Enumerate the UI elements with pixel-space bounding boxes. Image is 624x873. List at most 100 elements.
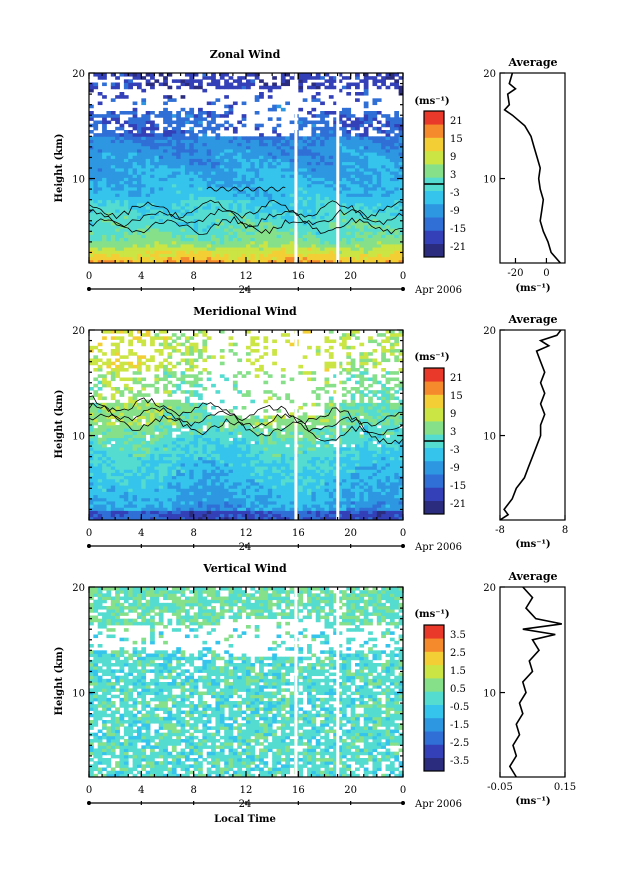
- heatmap-cell: [193, 149, 199, 153]
- heatmap-cell: [324, 234, 330, 239]
- heatmap-cell: [341, 475, 347, 480]
- heatmap-cell: [259, 174, 264, 178]
- heatmap-cell: [346, 199, 352, 204]
- heatmap-cell: [189, 136, 195, 140]
- heatmap-cell: [123, 145, 129, 150]
- heatmap-cell: [324, 491, 330, 496]
- heatmap-cell: [259, 485, 264, 489]
- heatmap-cell: [93, 501, 99, 505]
- heatmap-cell: [385, 164, 391, 169]
- heatmap-cell: [302, 475, 308, 480]
- heatmap-cell: [385, 256, 391, 261]
- heatmap-cell: [193, 183, 199, 188]
- heatmap-cell: [372, 240, 378, 245]
- heatmap-cell: [184, 120, 190, 125]
- heatmap-cell: [198, 187, 203, 191]
- heatmap-cell: [389, 247, 395, 251]
- heatmap-cell: [132, 139, 138, 144]
- heatmap-cell: [315, 161, 321, 166]
- heatmap-cell: [110, 139, 116, 144]
- heatmap-cell: [145, 133, 151, 137]
- heatmap-cell: [198, 463, 203, 467]
- heatmap-cell: [341, 183, 347, 188]
- heatmap-cell: [150, 168, 155, 172]
- heatmap-cell: [145, 212, 151, 216]
- heatmap-cell: [106, 516, 112, 521]
- heatmap-cell: [328, 469, 334, 473]
- heatmap-cell: [167, 158, 173, 163]
- heatmap-cell: [368, 117, 373, 121]
- heatmap-cell: [337, 240, 343, 245]
- heatmap-cell: [280, 174, 286, 178]
- heatmap-cell: [372, 244, 378, 248]
- heatmap-cell: [145, 501, 151, 505]
- heatmap-cell: [158, 139, 164, 144]
- heatmap-cell: [128, 491, 134, 496]
- colorbar-swatch: [424, 111, 444, 125]
- heatmap-cell: [263, 482, 269, 486]
- heatmap-cell: [368, 510, 373, 515]
- heatmap-cell: [176, 155, 181, 159]
- heatmap-cell: [250, 478, 256, 483]
- heatmap-cell: [250, 212, 256, 216]
- heatmap-cell: [372, 168, 378, 172]
- colorbar-tick-label: -3: [450, 188, 460, 199]
- heatmap-cell: [158, 494, 164, 499]
- heatmap-cell: [237, 250, 243, 254]
- heatmap-cell: [259, 253, 264, 258]
- heatmap-cell: [224, 231, 229, 235]
- heatmap-cell: [285, 158, 291, 163]
- heatmap-cell: [193, 136, 199, 140]
- heatmap-cell: [215, 149, 221, 153]
- heatmap-cell: [254, 501, 260, 505]
- heatmap-cell: [202, 215, 208, 220]
- heatmap-cell: [202, 149, 208, 153]
- heatmap-cell: [180, 516, 186, 521]
- heatmap-cell: [302, 76, 308, 80]
- heatmap-cell: [341, 221, 347, 226]
- heatmap-cell: [171, 482, 177, 486]
- heatmap-cell: [232, 130, 238, 134]
- heatmap-cell: [368, 114, 373, 118]
- heatmap-cell: [398, 256, 404, 261]
- heatmap-cell: [202, 497, 208, 502]
- heatmap-cell: [193, 469, 199, 473]
- heatmap-cell: [232, 149, 238, 153]
- heatmap-cell: [341, 120, 347, 125]
- heatmap-cell: [267, 459, 273, 464]
- heatmap-cell: [136, 196, 142, 201]
- heatmap-cell: [389, 171, 395, 175]
- heatmap-cell: [272, 164, 277, 169]
- heatmap-cell: [184, 221, 190, 226]
- heatmap-cell: [102, 459, 107, 464]
- heatmap-cell: [368, 142, 373, 147]
- heatmap-cell: [320, 463, 325, 467]
- heatmap-cell: [224, 497, 229, 502]
- heatmap-cell: [189, 199, 195, 204]
- heatmap-cell: [363, 469, 369, 473]
- heatmap-cell: [259, 171, 264, 175]
- heatmap-cell: [363, 472, 369, 477]
- heatmap-cell: [267, 247, 273, 251]
- heatmap-cell: [189, 478, 195, 483]
- heatmap-cell: [163, 139, 168, 144]
- heatmap-cell: [280, 494, 286, 499]
- heatmap-cell: [315, 221, 321, 226]
- heatmap-cell: [368, 259, 373, 264]
- heatmap-cell: [180, 234, 186, 239]
- heatmap-cell: [136, 250, 142, 254]
- heatmap-cell: [398, 510, 404, 515]
- heatmap-cell: [350, 485, 356, 489]
- heatmap-cell: [246, 491, 251, 496]
- heatmap-cell: [110, 187, 116, 191]
- heatmap-cell: [123, 485, 129, 489]
- heatmap-cell: [263, 158, 269, 163]
- heatmap-cell: [389, 485, 395, 489]
- heatmap-cell: [311, 491, 317, 496]
- heatmap-cell: [167, 237, 173, 242]
- heatmap-cell: [198, 158, 203, 163]
- heatmap-cell: [250, 463, 256, 467]
- heatmap-cell: [198, 478, 203, 483]
- heatmap-cell: [259, 469, 264, 473]
- heatmap-cell: [320, 139, 325, 144]
